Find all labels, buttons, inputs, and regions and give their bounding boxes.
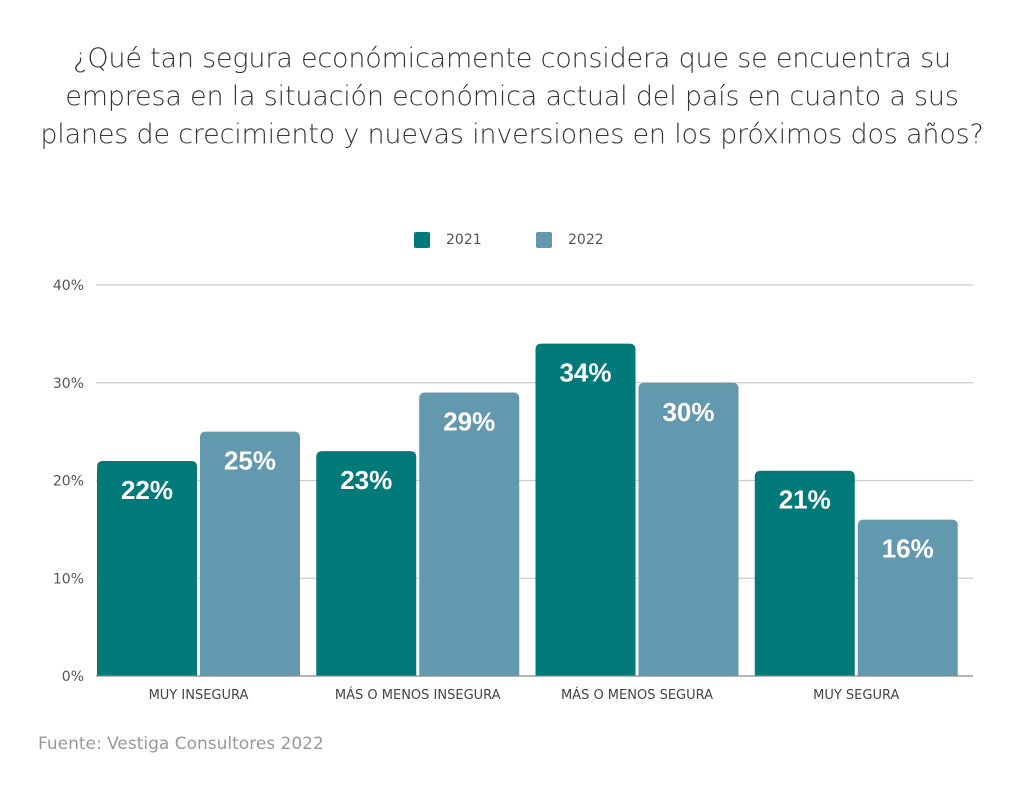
bar-2022 — [419, 392, 520, 676]
x-tick-label: MUY INSEGURA — [149, 688, 249, 703]
bar-2021 — [316, 451, 417, 676]
x-tick-label: MUY SEGURA — [813, 688, 899, 703]
data-label: 21% — [779, 485, 831, 515]
data-label: 29% — [443, 407, 495, 437]
y-tick-label: 20% — [53, 474, 84, 490]
chart-title: ¿Qué tan segura económicamente considera… — [40, 43, 984, 150]
legend-swatch-2021 — [414, 232, 430, 248]
data-label: 34% — [559, 358, 611, 388]
data-label: 22% — [121, 475, 173, 505]
bar-2021 — [754, 470, 855, 676]
legend-label-2021: 2021 — [446, 232, 482, 248]
bar-2021 — [535, 343, 636, 676]
legend: 2021 2022 — [0, 232, 1024, 252]
y-tick-label: 40% — [53, 278, 84, 294]
y-tick-label: 0% — [62, 669, 84, 685]
data-label: 23% — [340, 465, 392, 495]
bar-2022 — [200, 431, 300, 676]
x-tick-label: MÁS O MENOS SEGURA — [561, 687, 713, 703]
legend-swatch-2022 — [536, 232, 552, 248]
data-label: 30% — [662, 397, 714, 427]
legend-item-2021: 2021 — [414, 232, 482, 248]
data-label: 25% — [224, 446, 276, 476]
legend-label-2022: 2022 — [568, 232, 604, 248]
bar-2022 — [857, 519, 958, 676]
source-note: Fuente: Vestiga Consultores 2022 — [38, 734, 324, 754]
y-tick-label: 10% — [53, 571, 84, 587]
x-tick-label: MÁS O MENOS INSEGURA — [335, 687, 501, 703]
bar-2021 — [97, 460, 197, 676]
legend-item-2022: 2022 — [536, 232, 604, 248]
y-tick-label: 30% — [53, 376, 84, 392]
data-label: 16% — [882, 534, 934, 564]
bar-2022 — [638, 382, 739, 676]
